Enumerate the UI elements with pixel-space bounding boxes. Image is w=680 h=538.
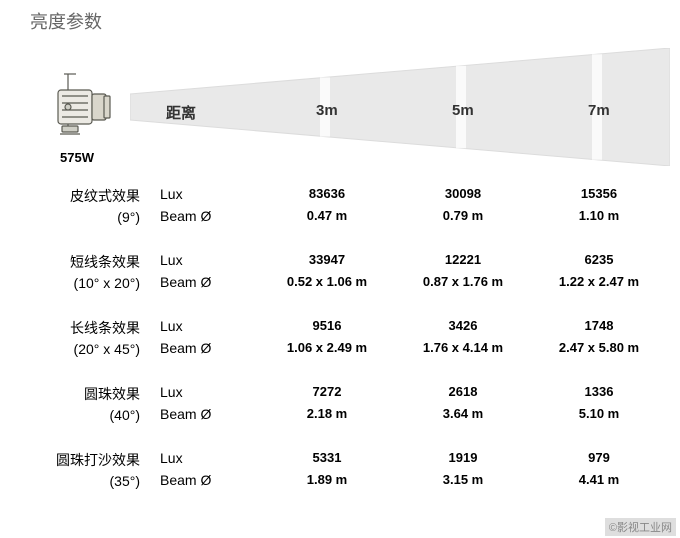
- header-col-3m: 3m: [316, 102, 338, 119]
- effect-title: 皮纹式效果: [70, 188, 140, 204]
- cell: 979: [544, 450, 654, 465]
- data-table: 皮纹式效果 (9°) Lux Beam Ø 83636 30098 15356 …: [0, 186, 680, 516]
- cell: 6235: [544, 252, 654, 267]
- effect-title: 长线条效果: [70, 320, 140, 336]
- cell: 2.47 x 5.80 m: [544, 340, 654, 355]
- cell: 30098: [408, 186, 518, 201]
- effect-angle: (20° x 45°): [74, 341, 140, 357]
- cell: 1336: [544, 384, 654, 399]
- cell: 2618: [408, 384, 518, 399]
- cell: 1919: [408, 450, 518, 465]
- lamp-fixture-icon: [46, 70, 118, 142]
- effect-angle: (10° x 20°): [74, 275, 140, 291]
- effect-title: 圆珠效果: [84, 386, 140, 402]
- header-distance: 距离: [166, 102, 196, 123]
- cell: 2.18 m: [272, 406, 382, 421]
- metric-beam-label: Beam Ø: [160, 274, 230, 290]
- metric-lux-label: Lux: [160, 252, 230, 268]
- effect-row: 皮纹式效果 (9°) Lux Beam Ø 83636 30098 15356 …: [0, 186, 680, 230]
- effect-name: 短线条效果 (10° x 20°): [0, 252, 140, 294]
- metric-beam-label: Beam Ø: [160, 406, 230, 422]
- metric-lux-label: Lux: [160, 186, 230, 202]
- cell: 12221: [408, 252, 518, 267]
- metric-lux-label: Lux: [160, 318, 230, 334]
- cell: 1748: [544, 318, 654, 333]
- cell: 1.06 x 2.49 m: [272, 340, 382, 355]
- cell: 0.87 x 1.76 m: [408, 274, 518, 289]
- effect-row: 圆珠效果 (40°) Lux Beam Ø 7272 2618 1336 2.1…: [0, 384, 680, 428]
- cell: 15356: [544, 186, 654, 201]
- cell: 1.76 x 4.14 m: [408, 340, 518, 355]
- header-col-7m: 7m: [588, 102, 610, 119]
- metric-beam-label: Beam Ø: [160, 472, 230, 488]
- effect-title: 圆珠打沙效果: [56, 452, 140, 468]
- cell: 83636: [272, 186, 382, 201]
- cell: 5331: [272, 450, 382, 465]
- cell: 1.89 m: [272, 472, 382, 487]
- cell: 0.79 m: [408, 208, 518, 223]
- cell: 3426: [408, 318, 518, 333]
- metric-beam-label: Beam Ø: [160, 340, 230, 356]
- watermark: ©影视工业网: [605, 518, 676, 536]
- effect-row: 圆珠打沙效果 (35°) Lux Beam Ø 5331 1919 979 1.…: [0, 450, 680, 494]
- cell: 9516: [272, 318, 382, 333]
- effect-angle: (35°): [110, 473, 141, 489]
- cell: 4.41 m: [544, 472, 654, 487]
- metric-lux-label: Lux: [160, 384, 230, 400]
- cell: 3.15 m: [408, 472, 518, 487]
- effect-row: 短线条效果 (10° x 20°) Lux Beam Ø 33947 12221…: [0, 252, 680, 296]
- effect-name: 圆珠效果 (40°): [0, 384, 140, 426]
- effect-row: 长线条效果 (20° x 45°) Lux Beam Ø 9516 3426 1…: [0, 318, 680, 362]
- section-title: 亮度参数: [30, 8, 102, 34]
- cell: 7272: [272, 384, 382, 399]
- effect-name: 圆珠打沙效果 (35°): [0, 450, 140, 492]
- cell: 33947: [272, 252, 382, 267]
- effect-title: 短线条效果: [70, 254, 140, 270]
- header-col-5m: 5m: [452, 102, 474, 119]
- cell: 0.47 m: [272, 208, 382, 223]
- effect-angle: (9°): [117, 209, 140, 225]
- cell: 5.10 m: [544, 406, 654, 421]
- cell: 1.22 x 2.47 m: [544, 274, 654, 289]
- effect-name: 皮纹式效果 (9°): [0, 186, 140, 228]
- effect-name: 长线条效果 (20° x 45°): [0, 318, 140, 360]
- lamp-power-label: 575W: [60, 150, 94, 165]
- cell: 1.10 m: [544, 208, 654, 223]
- cell: 3.64 m: [408, 406, 518, 421]
- cell: 0.52 x 1.06 m: [272, 274, 382, 289]
- metric-lux-label: Lux: [160, 450, 230, 466]
- metric-beam-label: Beam Ø: [160, 208, 230, 224]
- effect-angle: (40°): [110, 407, 141, 423]
